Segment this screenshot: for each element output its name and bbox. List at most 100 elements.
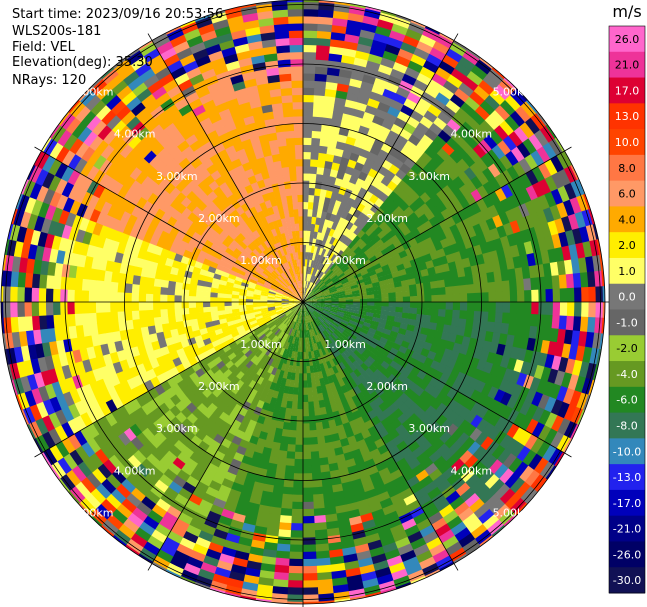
velocity-gate bbox=[395, 292, 403, 298]
velocity-gate bbox=[575, 445, 590, 464]
velocity-gate bbox=[96, 291, 104, 302]
velocity-gate bbox=[415, 589, 434, 603]
velocity-gate bbox=[89, 279, 97, 291]
velocity-gate bbox=[131, 302, 139, 311]
velocity-gate bbox=[302, 594, 319, 602]
velocity-gate bbox=[351, 0, 369, 2]
velocity-gate bbox=[294, 466, 303, 474]
velocity-gate bbox=[27, 108, 43, 127]
velocity-gate bbox=[303, 73, 316, 81]
velocity-gate bbox=[417, 289, 425, 296]
velocity-gate bbox=[203, 307, 211, 313]
velocity-gate bbox=[293, 480, 303, 488]
velocity-gate bbox=[36, 490, 53, 509]
velocity-gate bbox=[17, 286, 25, 302]
velocity-gate bbox=[583, 156, 597, 175]
velocity-gate bbox=[0, 204, 11, 223]
velocity-gate bbox=[139, 310, 147, 319]
velocity-gate bbox=[74, 313, 82, 326]
velocity-gate bbox=[117, 302, 125, 312]
velocity-gate bbox=[427, 576, 446, 590]
velocity-gate bbox=[536, 87, 553, 105]
velocity-gate bbox=[67, 277, 76, 290]
velocity-gate bbox=[184, 602, 203, 607]
velocity-gate bbox=[538, 289, 546, 302]
velocity-gate bbox=[231, 298, 239, 302]
velocity-gate bbox=[303, 137, 312, 145]
velocity-gate bbox=[516, 279, 524, 292]
velocity-gate bbox=[15, 426, 29, 445]
velocity-gate bbox=[488, 292, 496, 303]
velocity-gate bbox=[596, 417, 610, 436]
velocity-gate bbox=[53, 86, 70, 104]
velocity-gate bbox=[96, 301, 104, 312]
velocity-gate bbox=[588, 287, 596, 303]
velocity-gate bbox=[474, 32, 493, 48]
velocity-gate bbox=[303, 430, 310, 438]
velocity-gate bbox=[445, 574, 464, 589]
velocity-gate bbox=[31, 301, 39, 316]
velocity-gate bbox=[303, 473, 313, 481]
velocity-gate bbox=[18, 122, 34, 141]
velocity-gate bbox=[536, 500, 553, 518]
velocity-gate bbox=[38, 301, 46, 316]
velocity-gate bbox=[0, 381, 11, 400]
velocity-gate bbox=[16, 140, 31, 159]
velocity-gate bbox=[23, 144, 38, 163]
velocity-gate bbox=[127, 565, 146, 581]
velocity-gate bbox=[289, 552, 303, 560]
velocity-gate bbox=[210, 306, 218, 311]
velocity-gate bbox=[417, 308, 425, 315]
velocity-gate bbox=[413, 8, 432, 22]
velocity-gate bbox=[293, 473, 303, 481]
velocity-gate bbox=[303, 423, 310, 431]
velocity-gate bbox=[312, 487, 323, 495]
velocity-gate bbox=[288, 430, 296, 438]
velocity-gate bbox=[182, 314, 190, 321]
velocity-gate bbox=[431, 302, 439, 309]
velocity-gate bbox=[113, 556, 132, 572]
velocity-gate bbox=[310, 152, 319, 160]
velocity-gate bbox=[449, 9, 468, 24]
velocity-gate bbox=[510, 291, 518, 303]
velocity-gate bbox=[315, 59, 329, 68]
velocity-gate bbox=[303, 80, 315, 88]
velocity-gate bbox=[280, 508, 292, 516]
velocity-gate bbox=[384, 0, 403, 3]
velocity-gate bbox=[314, 529, 327, 538]
velocity-gate bbox=[160, 309, 168, 317]
velocity-gate bbox=[547, 100, 564, 118]
velocity-gate bbox=[464, 17, 483, 33]
velocity-gate bbox=[181, 295, 189, 302]
velocity-gate bbox=[302, 587, 318, 595]
velocity-gate bbox=[282, 494, 293, 502]
velocity-gate bbox=[294, 452, 303, 460]
velocity-gate bbox=[303, 123, 313, 131]
velocity-gate bbox=[203, 296, 211, 302]
velocity-gate bbox=[389, 302, 397, 307]
velocity-gate bbox=[88, 301, 96, 313]
velocity-gate bbox=[302, 573, 317, 581]
velocity-gate bbox=[460, 302, 468, 311]
velocity-gate bbox=[474, 293, 482, 303]
velocity-gate bbox=[309, 430, 317, 438]
velocity-gate bbox=[553, 289, 561, 303]
velocity-gate bbox=[303, 145, 312, 153]
velocity-gate bbox=[43, 99, 60, 117]
velocity-gate bbox=[290, 416, 297, 424]
velocity-gate bbox=[403, 302, 411, 308]
velocity-gate bbox=[557, 473, 573, 492]
velocity-gate bbox=[438, 302, 446, 310]
velocity-gate bbox=[488, 302, 496, 313]
velocity-gate bbox=[303, 202, 309, 210]
velocity-gate bbox=[299, 366, 303, 374]
velocity-gate bbox=[384, 601, 403, 607]
velocity-gate bbox=[424, 308, 432, 315]
velocity-gate bbox=[190, 588, 209, 601]
velocity-gate bbox=[374, 294, 382, 299]
velocity-gate bbox=[547, 487, 564, 505]
velocity-gate bbox=[3, 170, 17, 189]
velocity-gate bbox=[402, 291, 410, 297]
velocity-gate bbox=[563, 109, 579, 128]
velocity-gate bbox=[315, 536, 329, 545]
